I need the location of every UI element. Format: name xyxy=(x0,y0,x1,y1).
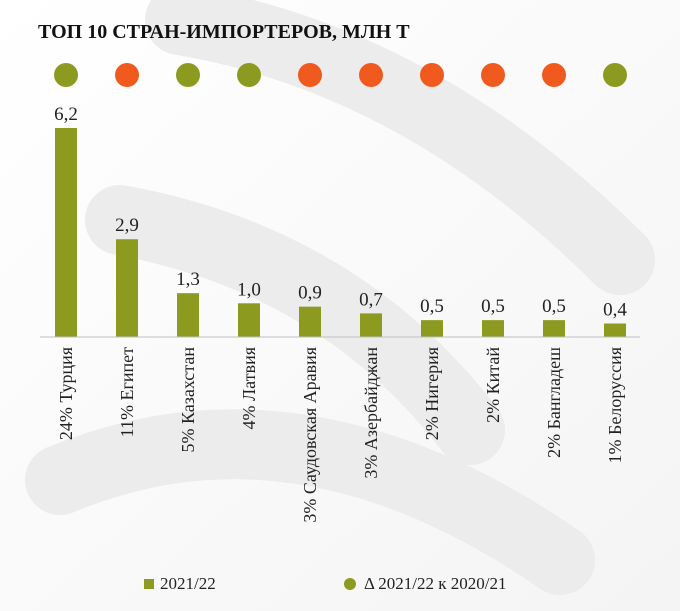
bar xyxy=(299,306,321,337)
bar xyxy=(55,128,77,337)
bar-series xyxy=(55,128,626,337)
indicator-dot-up xyxy=(54,63,78,87)
bar xyxy=(360,313,382,337)
indicator-dot-up xyxy=(237,63,261,87)
indicator-dot-down xyxy=(542,63,566,87)
bar-value-label: 0,7 xyxy=(359,289,383,310)
legend-swatch-delta xyxy=(344,578,356,590)
chart-title: ТОП 10 СТРАН-ИМПОРТЕРОВ, МЛН Т xyxy=(38,21,410,43)
indicator-dot-down xyxy=(481,63,505,87)
category-label: 3% Саудовская Аравия xyxy=(300,347,320,523)
category-label: 1% Белоруссия xyxy=(605,347,625,463)
watermark xyxy=(25,0,655,595)
bar-value-label: 6,2 xyxy=(54,104,78,125)
indicator-dot-down xyxy=(115,63,139,87)
bar-value-label: 0,9 xyxy=(298,283,322,304)
indicator-row xyxy=(54,63,627,87)
category-label: 2% Китай xyxy=(483,347,503,423)
bar xyxy=(177,293,199,337)
indicator-dot-up xyxy=(176,63,200,87)
bar-value-label: 0,5 xyxy=(481,296,505,317)
bar xyxy=(116,239,138,337)
category-label: 3% Азербайджан xyxy=(361,347,381,479)
category-label: 2% Нигерия xyxy=(422,347,442,440)
legend-label-delta: Δ 2021/22 к 2020/21 xyxy=(364,574,506,593)
bar-value-label: 1,0 xyxy=(237,279,261,300)
legend: 2021/22 Δ 2021/22 к 2020/21 xyxy=(144,574,506,593)
bar-value-label: 0,5 xyxy=(542,296,566,317)
bar-value-label: 0,4 xyxy=(603,300,627,321)
bar xyxy=(604,323,626,337)
bar-value-label: 1,3 xyxy=(176,269,200,290)
indicator-dot-down xyxy=(420,63,444,87)
bar xyxy=(482,320,504,337)
category-labels: 24% Турция 11% Египет 5% Казахстан 4% Латви… xyxy=(56,347,625,523)
bar xyxy=(543,320,565,337)
legend-swatch-2021-22 xyxy=(144,579,154,589)
legend-label-2021-22: 2021/22 xyxy=(160,574,216,593)
category-label: 4% Латвия xyxy=(239,347,259,430)
bar xyxy=(238,303,260,337)
category-label: 2% Бангладеш xyxy=(544,347,564,458)
indicator-dot-down xyxy=(359,63,383,87)
bar-value-label: 2,9 xyxy=(115,215,139,236)
indicator-dot-down xyxy=(298,63,322,87)
bar xyxy=(421,320,443,337)
category-label: 11% Египет xyxy=(117,347,137,437)
indicator-dot-up xyxy=(603,63,627,87)
category-label: 5% Казахстан xyxy=(178,347,198,453)
bar-value-label: 0,5 xyxy=(420,296,444,317)
category-label: 24% Турция xyxy=(56,347,76,440)
value-labels: 6,2 2,9 1,3 1,0 0,9 0,7 0,5 0,5 0,5 0,4 xyxy=(54,104,627,321)
